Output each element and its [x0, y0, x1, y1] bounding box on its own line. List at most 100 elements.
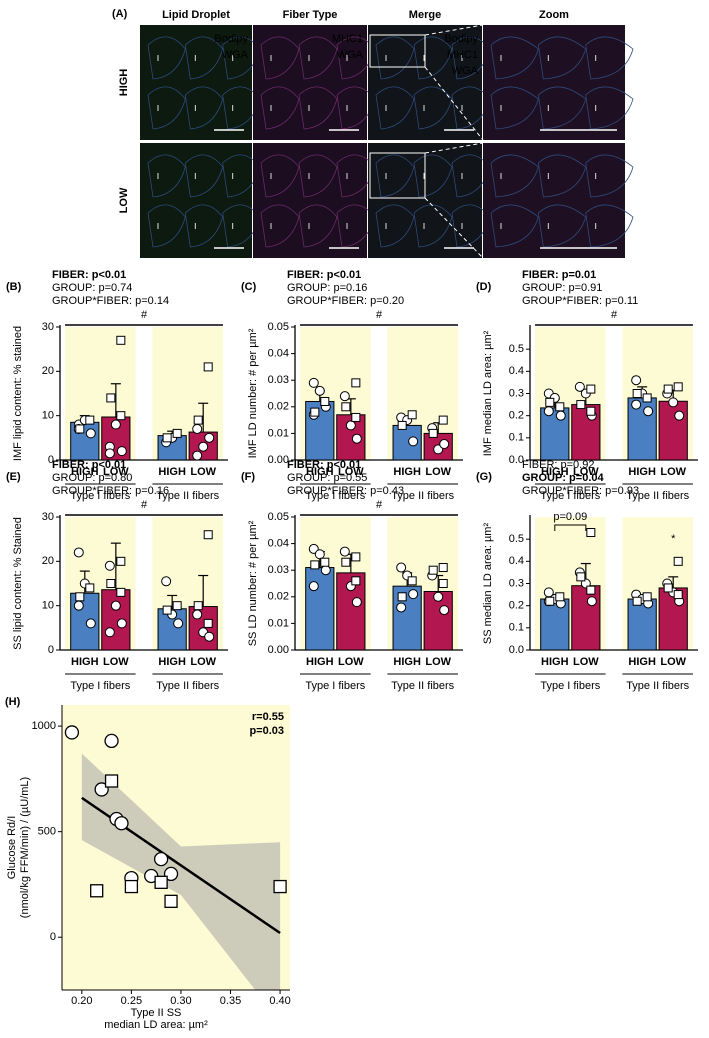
stat-line: GROUP: p=0.04	[522, 472, 604, 484]
data-point	[555, 592, 565, 602]
x-tick-label: HIGH	[71, 656, 99, 668]
stain-label: Bodipy	[214, 33, 248, 45]
data-point	[90, 884, 104, 898]
data-point	[64, 725, 80, 740]
x-tick-label: LOW	[190, 656, 216, 668]
data-point	[543, 406, 554, 417]
x-tick-label: LOW	[103, 466, 129, 478]
data-point	[351, 412, 361, 422]
y-tick-label: 0.4	[509, 365, 524, 377]
row-label: LOW	[118, 187, 130, 213]
zoom-link	[424, 142, 484, 154]
row-label: HIGH	[118, 69, 130, 97]
fiber-outline	[413, 154, 453, 198]
fiber-outline	[375, 154, 415, 198]
data-point	[586, 384, 596, 394]
x-tick-label: LOW	[338, 656, 364, 668]
group-label: Type I fibers	[305, 490, 365, 502]
panel-label: (B)	[6, 281, 22, 293]
data-point	[351, 378, 361, 388]
x-tick-label: LOW	[660, 656, 686, 668]
data-point	[396, 562, 407, 573]
data-point	[73, 600, 84, 611]
fiber-outline	[184, 86, 224, 130]
y-tick-label: 0.5	[509, 533, 524, 545]
x-tick-label: HIGH	[158, 466, 186, 478]
stain-label: WGA	[222, 49, 249, 61]
significance-mark: #	[141, 499, 148, 511]
fiber-outline	[147, 36, 186, 80]
bar	[540, 598, 570, 651]
data-point	[663, 384, 673, 394]
data-point	[203, 362, 213, 372]
x-tick-label: LOW	[103, 656, 129, 668]
fiber-outline	[585, 36, 634, 80]
panel-label: (F)	[241, 471, 255, 483]
y-tick-label: 0.02	[268, 591, 289, 603]
data-point	[116, 556, 126, 566]
x-tick-label: HIGH	[306, 656, 334, 668]
x-tick-label: LOW	[190, 466, 216, 478]
data-point	[85, 415, 95, 425]
data-point	[203, 618, 213, 628]
stat-line: GROUP*FIBER: p=0.20	[287, 295, 404, 307]
x-tick-label: 0.40	[269, 995, 290, 1007]
group-label: Type I fibers	[540, 680, 600, 692]
y-tick-label: 20	[42, 365, 54, 377]
group-label: Type I fibers	[305, 680, 365, 692]
stat-line: GROUP*FIBER: p=0.43	[287, 485, 404, 497]
y-tick-label: 20	[42, 555, 54, 567]
zoom-link	[424, 24, 484, 36]
significance-mark: #	[141, 309, 148, 321]
y-tick-label: 0.01	[268, 427, 289, 439]
panel-label: (C)	[241, 281, 257, 293]
y-tick-label: 0.0	[509, 454, 524, 466]
bar	[305, 567, 335, 651]
significance-mark: #	[376, 309, 383, 321]
data-point	[351, 433, 362, 444]
fiber-outline	[585, 204, 634, 248]
stat-line: GROUP*FIBER: p=0.11	[522, 295, 638, 307]
stat-line: FIBER: p<0.01	[287, 269, 361, 281]
x-axis-label: median LD area: µm²	[104, 1019, 208, 1031]
data-point	[631, 375, 642, 386]
stat-line: GROUP*FIBER: p=0.93	[522, 485, 639, 497]
data-point	[673, 590, 683, 600]
x-tick-label: LOW	[425, 466, 451, 478]
group-label: Type II fibers	[626, 490, 689, 502]
fiber-outline	[490, 204, 539, 248]
y-tick-label: 1000	[32, 720, 56, 732]
y-tick-label: 0.01	[268, 617, 289, 629]
data-point	[116, 411, 126, 421]
fiber-outline	[585, 154, 634, 198]
data-point	[673, 556, 683, 566]
fiber-outline	[537, 154, 587, 198]
data-point	[193, 601, 203, 611]
data-point	[351, 552, 361, 562]
bar	[571, 585, 601, 651]
data-point	[104, 560, 115, 571]
data-point	[320, 557, 330, 567]
x-tick-label: 0.25	[121, 995, 142, 1007]
data-point	[124, 879, 139, 894]
x-tick-label: LOW	[660, 466, 686, 478]
data-point	[173, 618, 184, 629]
data-point	[351, 576, 361, 586]
data-point	[94, 782, 109, 797]
group-label: Type II fibers	[391, 680, 454, 692]
data-point	[104, 774, 119, 788]
data-point	[110, 419, 121, 430]
stat-line: GROUP*FIBER: p=0.14	[52, 295, 169, 307]
group-label: Type II fibers	[626, 680, 689, 692]
group-label: Type I fibers	[540, 490, 600, 502]
fiber-outline	[298, 86, 338, 130]
y-axis-label: SS lipid content: % Stained	[12, 517, 24, 650]
data-point	[204, 432, 215, 443]
data-point	[408, 589, 419, 600]
data-point	[204, 631, 215, 642]
data-point	[310, 560, 320, 570]
zoom-box	[369, 152, 426, 199]
y-tick-label: 0.1	[509, 622, 524, 634]
data-point	[663, 583, 673, 593]
bar	[571, 404, 601, 461]
